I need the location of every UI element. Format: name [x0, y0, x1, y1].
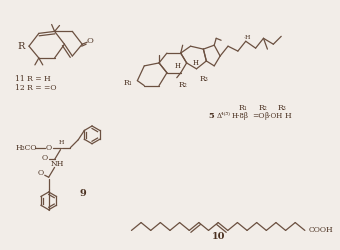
Text: NH: NH — [51, 160, 64, 168]
Text: H: H — [59, 140, 64, 145]
Text: 11 R = H: 11 R = H — [15, 75, 51, 83]
Text: O: O — [87, 37, 94, 45]
Text: ·H: ·H — [243, 35, 251, 40]
Text: O: O — [38, 169, 44, 177]
Text: 12 R = =O: 12 R = =O — [15, 84, 57, 92]
Text: R₂: R₂ — [178, 80, 187, 88]
Text: R₃: R₃ — [200, 75, 209, 83]
Text: H: H — [175, 62, 181, 70]
Text: R₁: R₁ — [238, 104, 247, 112]
Text: H: H — [192, 59, 199, 67]
Text: R₂: R₂ — [258, 104, 267, 112]
Text: 5: 5 — [208, 112, 214, 120]
Text: H-8β: H-8β — [231, 112, 248, 120]
Text: =O: =O — [252, 112, 265, 120]
Text: R₁: R₁ — [123, 79, 132, 87]
Text: β-OH: β-OH — [264, 112, 283, 120]
Text: O: O — [42, 154, 48, 162]
Text: H: H — [285, 112, 291, 120]
Text: R₃: R₃ — [278, 104, 287, 112]
Text: O: O — [46, 144, 52, 152]
Text: Δ⁴⁽⁵⁾: Δ⁴⁽⁵⁾ — [217, 112, 231, 120]
Text: H₃CO: H₃CO — [15, 144, 37, 152]
Text: R: R — [17, 42, 25, 51]
Text: 9: 9 — [80, 190, 87, 198]
Text: 10: 10 — [211, 232, 225, 241]
Text: COOH: COOH — [309, 226, 334, 234]
